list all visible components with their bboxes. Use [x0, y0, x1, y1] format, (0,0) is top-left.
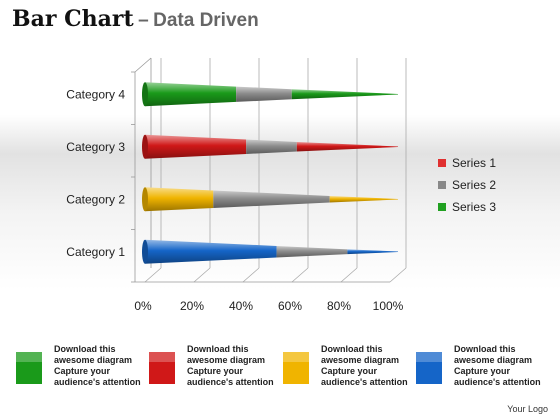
bar-category-4-series-1 [145, 82, 237, 107]
footer-text-line: audience's attention [54, 377, 141, 387]
legend-swatch [438, 159, 446, 167]
footer-block: Download this awesome diagram Capture your… [149, 340, 283, 398]
footer-color-square [283, 352, 309, 384]
footer-text: Download this awesome diagram Capture your… [187, 344, 287, 388]
axis-depth-line [134, 57, 152, 73]
bar-category-2-series-2 [213, 190, 330, 209]
category-label: Category 1 [66, 245, 125, 259]
bar-chart: 0% 20% 40% 60% 80% 100% Category 1 Category 2 Ca… [66, 57, 407, 313]
footer-text-line: Capture your [187, 366, 244, 376]
x-tick-label: 80% [327, 299, 351, 313]
gridline-depth [389, 267, 407, 283]
gridline-depth [340, 267, 358, 283]
title-sub: Data Driven [153, 10, 259, 31]
category-label: Category 2 [66, 192, 125, 206]
category-label: Category 4 [66, 87, 125, 101]
footer-color-square [416, 352, 442, 384]
footer-text: Download this awesome diagram Capture your… [321, 344, 421, 388]
footer-text-line: awesome diagram [187, 355, 266, 365]
page-title: Bar Chart – Data Driven [12, 6, 259, 32]
bar-base [142, 82, 148, 107]
bar-category-4-series-3 [291, 89, 398, 100]
title-dash: – [138, 10, 149, 31]
bar-category-3-series-2 [246, 139, 297, 154]
bar-category-1-series-2 [276, 245, 348, 258]
legend-label: Series 3 [452, 200, 497, 214]
bar-base [142, 134, 148, 159]
bar-base [142, 239, 148, 264]
footer-text-line: Capture your [454, 366, 511, 376]
x-tick-label: 100% [373, 299, 404, 313]
footer-text-line: audience's attention [321, 377, 408, 387]
bar-category-1-series-3 [347, 249, 398, 255]
footer-text-line: awesome diagram [321, 355, 400, 365]
bar-category-4-series-2 [236, 86, 292, 102]
footer-color-square [149, 352, 175, 384]
footer: Download this awesome diagram Capture your… [0, 340, 560, 400]
legend-label: Series 2 [452, 178, 497, 192]
gridline-depth [193, 267, 211, 283]
title-main: Bar Chart [12, 6, 134, 32]
x-tick-label: 60% [278, 299, 302, 313]
gridline-depth [291, 267, 309, 283]
bar-category-3-series-3 [296, 141, 398, 152]
bar-base [142, 187, 148, 212]
footer-text-line: Capture your [321, 366, 378, 376]
gridline-depth [144, 267, 162, 283]
bar-category-2-series-3 [329, 196, 398, 203]
legend-item: Series 2 [438, 174, 496, 196]
footer-text-line: Capture your [54, 366, 111, 376]
footer-text-line: awesome diagram [54, 355, 133, 365]
footer-text-line: Download this [187, 344, 249, 354]
footer-text: Download this awesome diagram Capture your… [54, 344, 154, 388]
chart-legend: Series 1 Series 2 Series 3 [438, 152, 496, 218]
x-tick-label: 0% [134, 299, 152, 313]
footer-block: Download this awesome diagram Capture your… [283, 340, 417, 398]
legend-label: Series 1 [452, 156, 497, 170]
footer-text-line: audience's attention [187, 377, 274, 387]
footer-text-line: Download this [54, 344, 116, 354]
footer-block: Download this awesome diagram Capture your… [416, 340, 550, 398]
logo-text: Your Logo [507, 404, 548, 414]
footer-block: Download this awesome diagram Capture your… [16, 340, 150, 398]
footer-text-line: Download this [321, 344, 383, 354]
footer-text-line: Download this [454, 344, 516, 354]
x-tick-label: 20% [180, 299, 204, 313]
legend-swatch [438, 203, 446, 211]
gridline-depth [242, 267, 260, 283]
footer-text: Download this awesome diagram Capture your… [454, 344, 554, 388]
category-label: Category 3 [66, 140, 125, 154]
legend-item: Series 3 [438, 196, 496, 218]
legend-swatch [438, 181, 446, 189]
bar-category-1-series-1 [145, 239, 277, 264]
footer-text-line: audience's attention [454, 377, 541, 387]
bar-category-2-series-1 [145, 187, 214, 212]
footer-text-line: awesome diagram [454, 355, 533, 365]
legend-item: Series 1 [438, 152, 496, 174]
x-tick-label: 40% [229, 299, 253, 313]
bar-category-3-series-1 [145, 134, 247, 159]
footer-color-square [16, 352, 42, 384]
